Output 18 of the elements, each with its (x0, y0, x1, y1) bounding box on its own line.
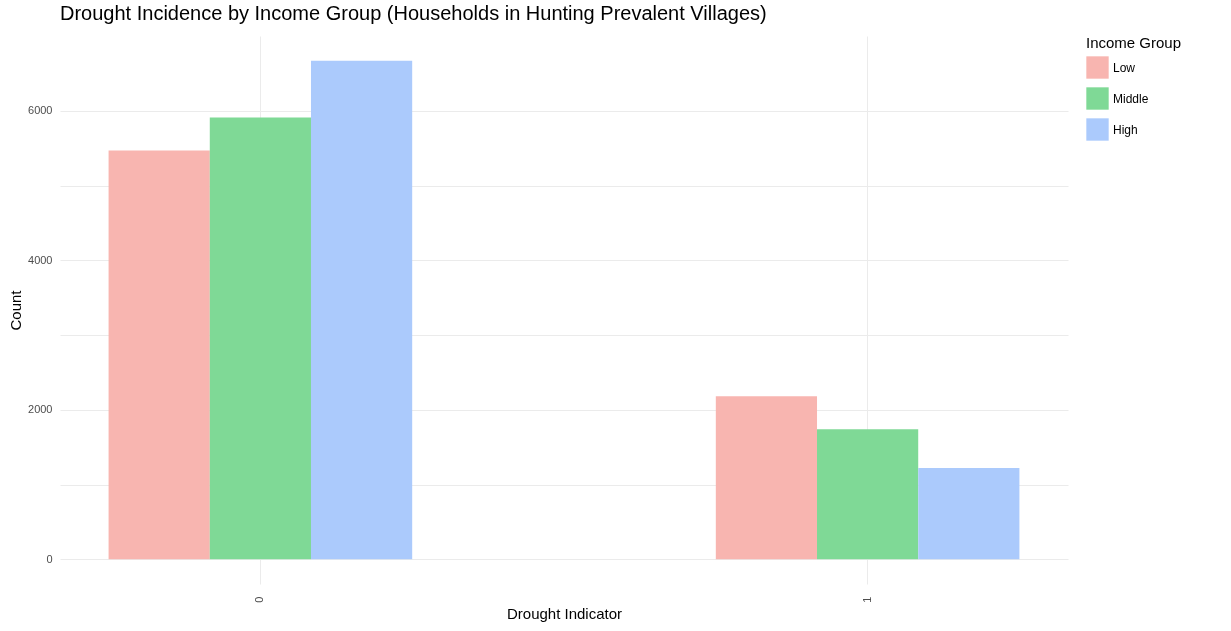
bar (817, 429, 919, 560)
bar (715, 396, 818, 560)
y-tick-label: 0 (46, 552, 53, 565)
legend-title: Income Group (1086, 34, 1182, 51)
y-tick-label: 6000 (28, 104, 53, 117)
x-tick-label: 1 (860, 596, 873, 603)
legend-label: High (1113, 122, 1138, 137)
y-tick-label: 4000 (28, 253, 53, 266)
y-axis-title: Count (7, 289, 25, 331)
bar (310, 60, 413, 560)
y-tick-label: 2000 (28, 403, 53, 416)
chart-title: Drought Incidence by Income Group (Households in Hunting Prevalent Villages) (60, 2, 767, 24)
x-axis-title: Drought Indicator (506, 604, 623, 622)
legend-label: Low (1113, 60, 1136, 75)
bar (108, 150, 210, 560)
bar (918, 468, 1020, 560)
bar (209, 117, 311, 560)
legend-label: Middle (1113, 91, 1149, 106)
